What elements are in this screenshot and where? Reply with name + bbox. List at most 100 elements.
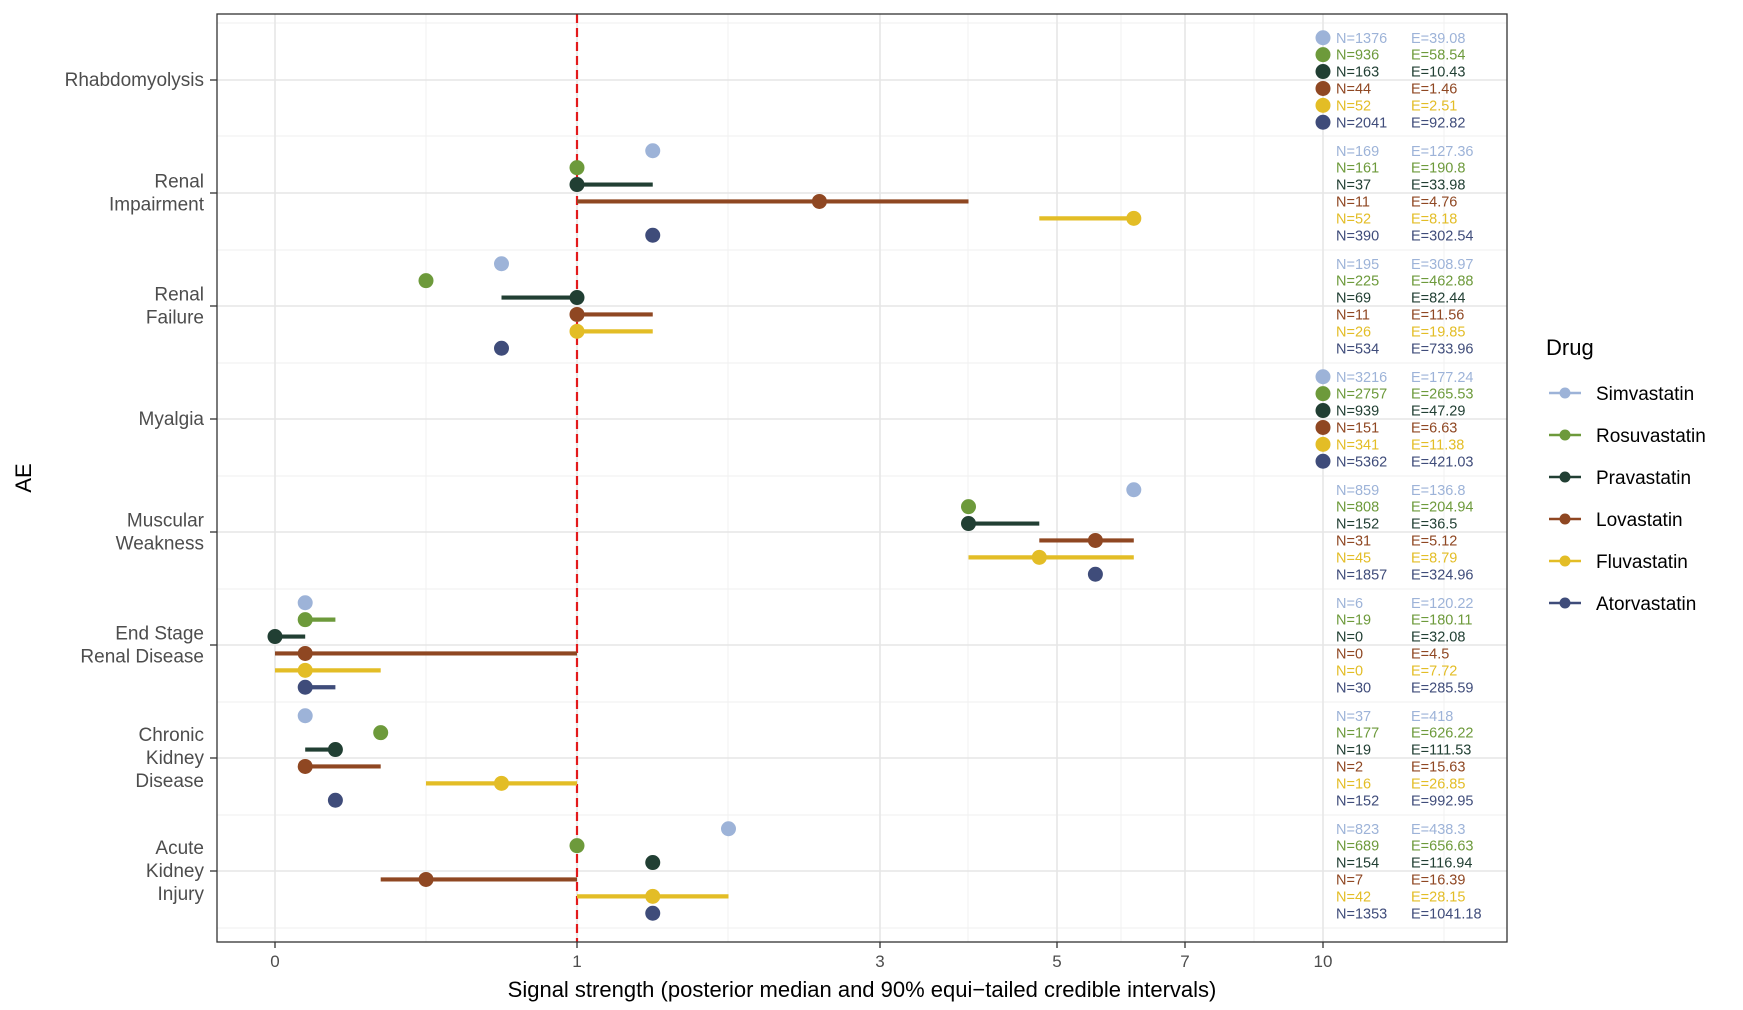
median-point [494,340,509,356]
x-tick-label: 5 [1052,952,1061,971]
expected-count-label: E=33.98 [1411,178,1465,194]
expected-count-label: E=992.95 [1411,793,1474,809]
n-count-label: N=689 [1336,839,1379,855]
median-point [267,629,283,645]
y-tick-label: Injury [158,884,205,905]
legend-label: Lovastatin [1596,510,1683,531]
n-count-label: N=69 [1336,291,1371,307]
annotation-point [1315,403,1331,419]
y-tick-label: Acute [155,838,204,859]
annotation-point [1315,419,1331,435]
y-tick-label: End Stage [115,624,204,645]
expected-count-label: E=5.12 [1411,533,1457,549]
median-point [297,758,313,774]
n-count-label: N=52 [1336,211,1371,227]
n-count-label: N=37 [1336,178,1371,194]
gridlines [217,14,1507,942]
n-count-label: N=2041 [1336,115,1387,131]
y-tick-label: Disease [135,771,204,792]
n-count-label: N=31 [1336,533,1371,549]
n-count-label: N=390 [1336,228,1379,244]
expected-count-label: E=136.8 [1411,483,1465,499]
expected-count-label: E=733.96 [1411,341,1474,357]
expected-count-label: E=1041.18 [1411,906,1482,922]
expected-count-label: E=47.29 [1411,404,1465,420]
median-point [327,792,343,808]
expected-count-label: E=308.97 [1411,257,1474,273]
n-count-label: N=19 [1336,613,1371,629]
expected-count-label: E=8.79 [1411,550,1457,566]
median-point [297,662,313,678]
expected-count-label: E=190.8 [1411,161,1465,177]
median-point [569,838,585,854]
expected-count-label: E=120.22 [1411,596,1474,612]
legend-title: Drug [1546,335,1594,360]
legend-key-point [1559,471,1571,483]
annotation-point [1315,64,1331,80]
n-count-label: N=26 [1336,324,1371,340]
median-point [569,177,585,193]
expected-count-label: E=204.94 [1411,500,1474,516]
expected-count-label: E=39.08 [1411,31,1465,47]
expected-count-label: E=418 [1411,709,1453,725]
n-count-label: N=19 [1336,743,1371,759]
n-count-label: N=6 [1336,596,1363,612]
expected-count-label: E=28.15 [1411,889,1465,905]
n-count-label: N=0 [1336,630,1363,646]
expected-count-label: E=19.85 [1411,324,1465,340]
median-point [297,612,313,628]
annotation-point [1315,80,1331,96]
median-point [1126,210,1142,226]
median-point [569,290,585,306]
n-count-label: N=0 [1336,663,1363,679]
median-point [494,256,509,272]
median-point [645,227,661,243]
expected-count-label: E=1.46 [1411,81,1457,97]
legend-key-point [1559,597,1571,609]
n-count-label: N=154 [1336,856,1379,872]
y-tick-label: Myalgia [139,409,205,430]
median-point [961,516,976,532]
median-point [297,679,313,695]
median-point [494,775,509,791]
median-point [297,595,313,611]
n-count-label: N=5362 [1336,454,1387,470]
annotation-point [1315,453,1331,469]
n-count-label: N=1857 [1336,567,1387,583]
n-count-label: N=163 [1336,65,1379,81]
x-tick-label: 0 [270,952,279,971]
expected-count-label: E=177.24 [1411,370,1474,386]
median-point [327,742,343,758]
expected-count-label: E=10.43 [1411,65,1465,81]
median-point [961,499,976,515]
legend-label: Atorvastatin [1596,594,1696,615]
median-point [1087,532,1103,548]
y-tick-label: Chronic [139,725,204,746]
n-count-label: N=1353 [1336,906,1387,922]
n-count-label: N=1376 [1336,31,1387,47]
expected-count-label: E=656.63 [1411,839,1474,855]
x-tick-label: 1 [572,952,581,971]
y-tick-label: Weakness [116,534,204,555]
annotation-point [1315,114,1331,130]
expected-count-label: E=4.76 [1411,194,1457,210]
y-axis-title: AE [11,463,36,492]
n-count-label: N=823 [1336,822,1379,838]
expected-count-label: E=7.72 [1411,663,1457,679]
expected-count-label: E=116.94 [1411,856,1472,872]
expected-count-label: E=8.18 [1411,211,1457,227]
expected-count-label: E=36.5 [1411,517,1457,533]
expected-count-label: E=58.54 [1411,48,1465,64]
legend-key-point [1559,387,1571,399]
panel-background [217,14,1507,942]
median-point [721,821,736,837]
y-tick-label: Kidney [146,861,205,882]
x-axis: 0 1 3 5 7 10 [270,942,1332,971]
median-point [811,193,827,209]
n-count-label: N=7 [1336,872,1363,888]
n-count-label: N=341 [1336,437,1379,453]
annotation-point [1315,436,1331,452]
annotation-point [1315,47,1331,63]
n-count-label: N=45 [1336,550,1371,566]
